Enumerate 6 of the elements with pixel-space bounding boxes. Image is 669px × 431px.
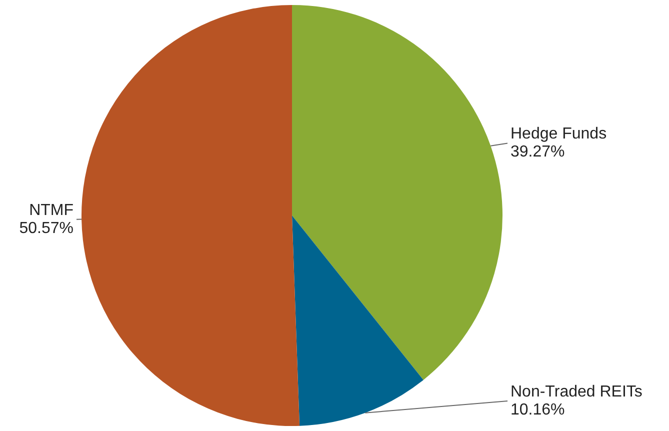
data-label: 39.27% [510, 144, 565, 161]
slice-label: NTMF [29, 202, 74, 219]
data-label: 50.57% [19, 220, 74, 237]
slice-label: Hedge Funds [510, 126, 607, 143]
slice-label: Non-Traded REITs [510, 383, 642, 400]
data-label: 10.16% [510, 401, 565, 418]
